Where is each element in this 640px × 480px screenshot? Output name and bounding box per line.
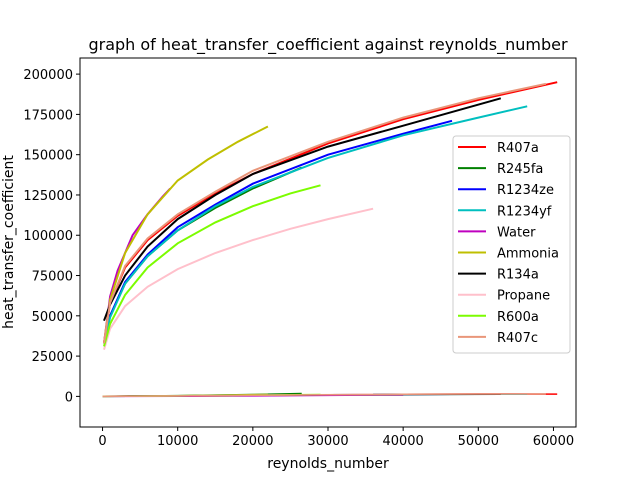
series-line-r407c [103,82,547,344]
x-tick-label: 60000 [533,434,574,449]
legend-label-r1234yf: R1234yf [497,204,552,219]
legend-label-r134a: R134a [497,268,539,283]
x-tick-label: 0 [98,434,106,449]
legend-label-ammonia: Ammonia [497,247,559,262]
x-axis-label: reynolds_number [267,456,389,472]
x-tick-label: 50000 [458,434,499,449]
series-line-low-r407c [102,393,546,398]
chart-title: graph of heat_transfer_coefficient again… [88,35,567,55]
x-axis: 0 10000 20000 30000 40000 50000 60000 [98,427,574,449]
legend-label-propane: Propane [497,289,550,304]
legend-label-r407a: R407a [497,141,539,156]
y-tick-label: 200000 [23,68,73,83]
series-line-r134a [103,97,502,322]
x-tick-label: 20000 [232,434,273,449]
series-line-propane [103,207,374,350]
legend-label-r245fa: R245fa [497,162,543,177]
series-line-r1234yf [103,105,528,344]
plot-area [102,81,558,398]
y-tick-label: 50000 [32,310,73,325]
legend-label-r1234ze: R1234ze [497,183,554,198]
y-tick-label: 150000 [23,149,73,164]
series-line-r600a [103,184,321,347]
y-tick-label: 100000 [23,229,73,244]
legend: R407a R245fa R1234ze R1234yf Water Ammonia R13… [452,135,571,354]
x-tick-label: 30000 [307,434,348,449]
legend-label-r407c: R407c [497,331,538,346]
series-line-ammonia [103,125,269,344]
legend-label-r600a: R600a [497,310,539,325]
y-tick-label: 0 [65,390,73,405]
y-tick-label: 125000 [23,189,73,204]
legend-box [452,135,571,354]
y-tick-label: 75000 [32,270,73,285]
x-tick-label: 10000 [157,434,198,449]
legend-label-water: Water [497,225,536,240]
x-tick-label: 40000 [382,434,423,449]
y-axis: 0 25000 50000 75000 100000 125000 150000 175000… [23,68,80,405]
y-tick-label: 25000 [32,350,73,365]
y-axis-label: heat_transfer_coefficient [1,155,17,329]
y-tick-label: 175000 [23,108,73,123]
